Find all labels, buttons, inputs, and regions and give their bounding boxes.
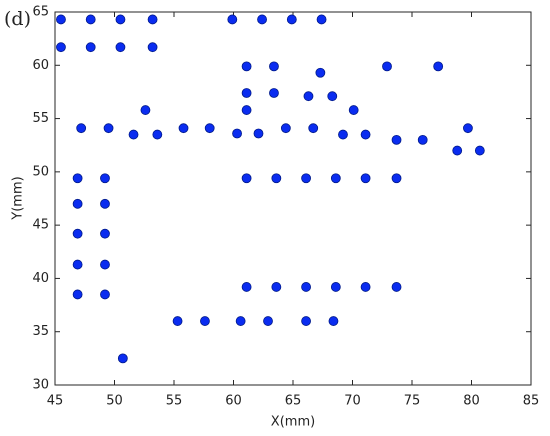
point: [269, 61, 279, 72]
y-tick-label: 65: [32, 5, 49, 20]
point: [382, 61, 392, 72]
point: [72, 289, 83, 300]
point: [103, 123, 114, 134]
point: [241, 105, 252, 115]
x-tick-label: 65: [285, 394, 302, 409]
y-tick-label: 50: [32, 164, 49, 179]
plot-frame: [54, 11, 532, 386]
point: [280, 123, 291, 134]
point: [433, 61, 444, 72]
y-tick-label: 30: [32, 378, 49, 393]
point: [330, 282, 341, 292]
point: [301, 282, 311, 292]
point: [200, 316, 210, 326]
point: [85, 42, 96, 53]
point: [391, 282, 402, 292]
point: [303, 91, 314, 102]
point: [227, 14, 238, 25]
point: [178, 123, 189, 134]
point: [100, 198, 110, 209]
point: [391, 173, 402, 184]
annotation: (d): [4, 8, 31, 30]
x-tick-label: 80: [463, 394, 480, 409]
point: [271, 173, 282, 184]
point: [286, 14, 297, 25]
y-axis-label: Y(mm): [11, 176, 26, 220]
point: [241, 61, 252, 72]
point: [100, 259, 110, 270]
y-tick-label: 60: [32, 58, 49, 73]
point: [72, 228, 83, 239]
point: [172, 316, 183, 326]
point: [72, 198, 83, 209]
x-tick-label: 70: [344, 394, 361, 409]
point: [235, 316, 246, 326]
point: [360, 282, 371, 292]
point: [72, 173, 83, 184]
point: [263, 316, 273, 326]
point: [269, 88, 279, 98]
point: [301, 173, 311, 184]
x-tick-label: 75: [404, 394, 421, 409]
point: [241, 88, 252, 98]
point: [115, 42, 126, 53]
y-tick-label: 55: [32, 111, 49, 126]
point: [241, 173, 252, 184]
point: [100, 228, 110, 239]
point: [315, 67, 326, 78]
point: [100, 173, 110, 184]
point: [417, 134, 428, 145]
x-tick-label: 45: [47, 394, 64, 409]
point: [391, 134, 402, 145]
point: [330, 173, 341, 184]
point: [128, 129, 139, 140]
point: [76, 123, 87, 134]
point: [56, 42, 66, 53]
x-tick-label: 55: [166, 394, 183, 409]
x-tick-label: 60: [225, 394, 242, 409]
x-axis-label: X(mm): [271, 415, 315, 430]
point: [308, 123, 319, 134]
point: [147, 42, 158, 53]
point: [253, 128, 264, 139]
x-tick-label: 85: [523, 394, 540, 409]
point: [147, 14, 158, 25]
point: [257, 14, 267, 25]
point: [452, 145, 463, 156]
point: [328, 316, 339, 326]
point: [316, 14, 327, 25]
point: [85, 14, 96, 25]
point: [241, 282, 252, 292]
point: [152, 129, 163, 140]
y-tick-label: 40: [32, 271, 49, 286]
point: [463, 123, 473, 134]
y-tick-label: 45: [32, 218, 49, 233]
x-tick-label: 50: [106, 394, 123, 409]
point: [348, 105, 359, 115]
point: [72, 259, 83, 270]
point: [360, 129, 371, 140]
point: [115, 14, 126, 25]
point: [301, 316, 311, 326]
point: [338, 129, 348, 140]
point: [232, 128, 242, 139]
point: [271, 282, 282, 292]
point: [140, 105, 151, 115]
point: [474, 145, 485, 156]
point: [327, 91, 338, 102]
point: [56, 14, 66, 25]
point: [360, 173, 371, 184]
point: [117, 353, 128, 364]
point: [204, 123, 215, 134]
y-tick-label: 35: [32, 324, 49, 339]
point: [100, 289, 110, 300]
